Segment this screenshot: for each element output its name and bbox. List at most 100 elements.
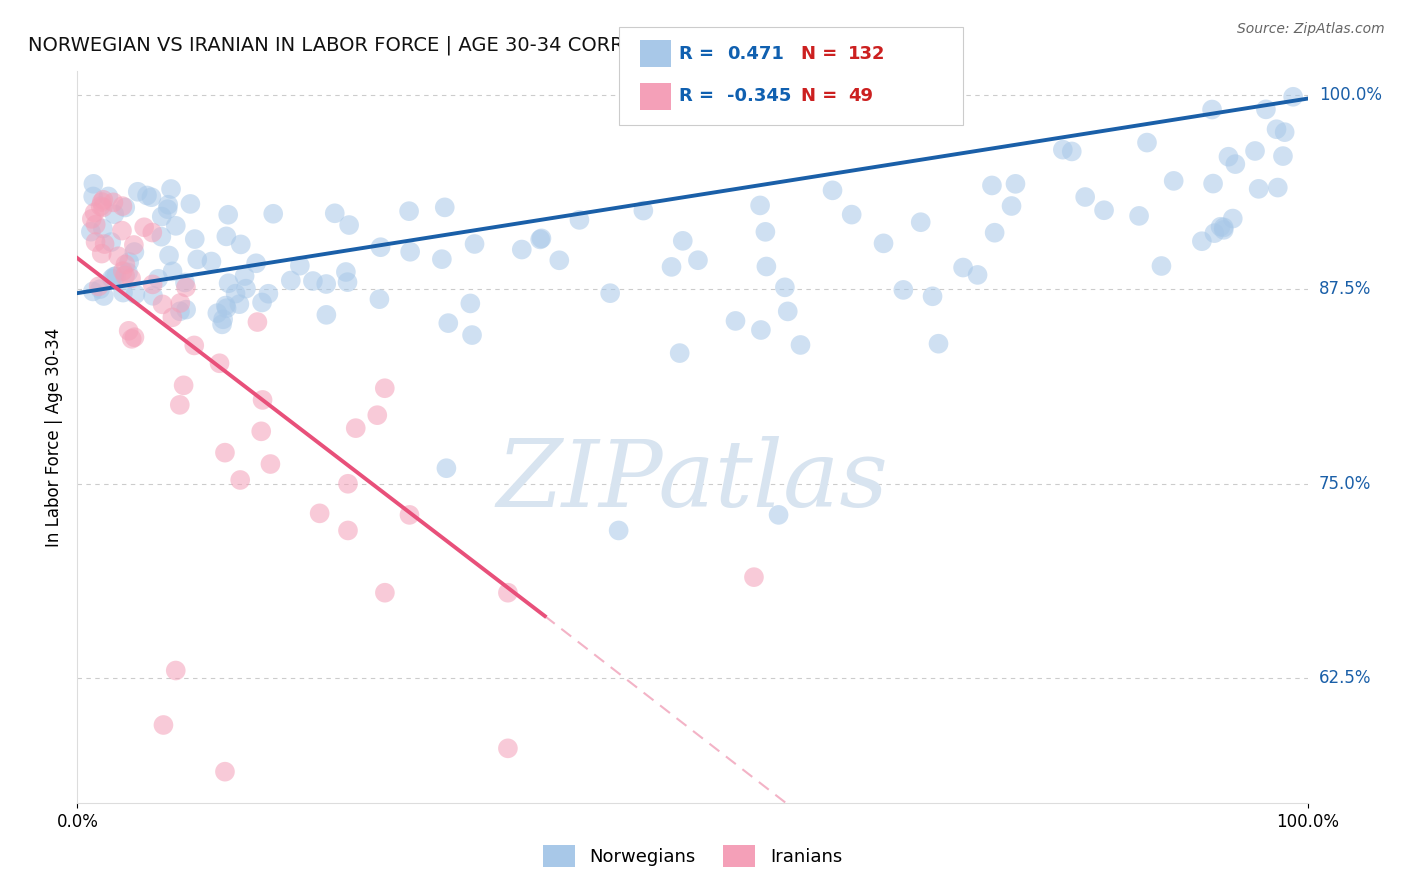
Point: [1060, 145, 1083, 159]
Point: [162, 310, 184, 325]
Point: [1136, 136, 1159, 150]
Point: [93, 237, 115, 252]
Point: [150, 210, 173, 224]
Point: [773, 280, 796, 294]
Point: [89, 282, 111, 296]
Point: [165, 219, 187, 233]
Point: [461, 328, 484, 343]
Point: [510, 243, 533, 257]
Point: [90, 246, 112, 260]
Point: [121, 332, 143, 346]
Point: [214, 445, 236, 459]
Point: [97, 189, 120, 203]
Point: [233, 269, 256, 284]
Point: [105, 268, 128, 283]
Point: [754, 225, 776, 239]
Point: [768, 508, 790, 522]
Point: [215, 229, 238, 244]
Point: [87, 279, 110, 293]
Point: [398, 204, 420, 219]
Point: [165, 664, 187, 678]
Point: [374, 381, 396, 395]
Point: [146, 272, 169, 286]
Point: [118, 255, 141, 269]
Point: [302, 274, 325, 288]
Point: [152, 297, 174, 311]
Point: [124, 287, 146, 301]
Point: [686, 253, 709, 268]
Point: [112, 285, 135, 300]
Point: [250, 295, 273, 310]
Point: [530, 231, 553, 245]
Point: [633, 203, 655, 218]
Point: [211, 318, 233, 332]
Point: [749, 323, 772, 337]
Point: [84, 235, 107, 249]
Point: [114, 268, 136, 283]
Point: [100, 235, 122, 249]
Point: [208, 356, 231, 370]
Point: [1201, 103, 1223, 117]
Point: [245, 256, 267, 270]
Point: [966, 268, 988, 282]
Point: [981, 178, 1004, 193]
Point: [134, 220, 156, 235]
Point: [91, 193, 114, 207]
Point: [335, 265, 357, 279]
Point: [668, 346, 690, 360]
Point: [1247, 182, 1270, 196]
Point: [337, 218, 360, 232]
Point: [217, 208, 239, 222]
Point: [122, 238, 145, 252]
Point: [200, 254, 222, 268]
Point: [169, 304, 191, 318]
Point: [184, 232, 207, 246]
Point: [136, 188, 159, 202]
Point: [246, 315, 269, 329]
Point: [928, 336, 950, 351]
Point: [315, 308, 337, 322]
Point: [118, 324, 141, 338]
Point: [174, 302, 197, 317]
Point: [156, 202, 179, 216]
Point: [107, 249, 129, 263]
Point: [368, 292, 391, 306]
Point: [262, 207, 284, 221]
Point: [207, 306, 229, 320]
Point: [93, 289, 115, 303]
Point: [169, 296, 191, 310]
Point: [111, 199, 134, 213]
Text: NORWEGIAN VS IRANIAN IN LABOR FORCE | AGE 30-34 CORRELATION CHART: NORWEGIAN VS IRANIAN IN LABOR FORCE | AG…: [28, 36, 779, 55]
Point: [789, 338, 811, 352]
Point: [891, 283, 914, 297]
Point: [142, 289, 165, 303]
Point: [214, 764, 236, 779]
Point: [91, 221, 114, 235]
Point: [1191, 234, 1213, 248]
Point: [436, 461, 458, 475]
Point: [336, 275, 359, 289]
Text: R =: R =: [679, 45, 714, 62]
Point: [229, 237, 252, 252]
Point: [548, 253, 571, 268]
Point: [952, 260, 974, 275]
Point: [103, 269, 125, 284]
Legend: Norwegians, Iranians: Norwegians, Iranians: [536, 838, 849, 874]
Point: [344, 421, 367, 435]
Point: [141, 226, 163, 240]
Point: [82, 189, 104, 203]
Point: [568, 213, 591, 227]
Point: [724, 314, 747, 328]
Point: [1222, 211, 1244, 226]
Point: [1202, 177, 1225, 191]
Y-axis label: In Labor Force | Age 30-34: In Labor Force | Age 30-34: [45, 327, 63, 547]
Point: [91, 200, 114, 214]
Point: [1212, 220, 1234, 235]
Point: [250, 425, 273, 439]
Point: [1265, 122, 1288, 136]
Text: ZIPatlas: ZIPatlas: [496, 436, 889, 526]
Point: [114, 258, 136, 272]
Point: [82, 285, 104, 299]
Point: [83, 205, 105, 219]
Point: [374, 585, 396, 599]
